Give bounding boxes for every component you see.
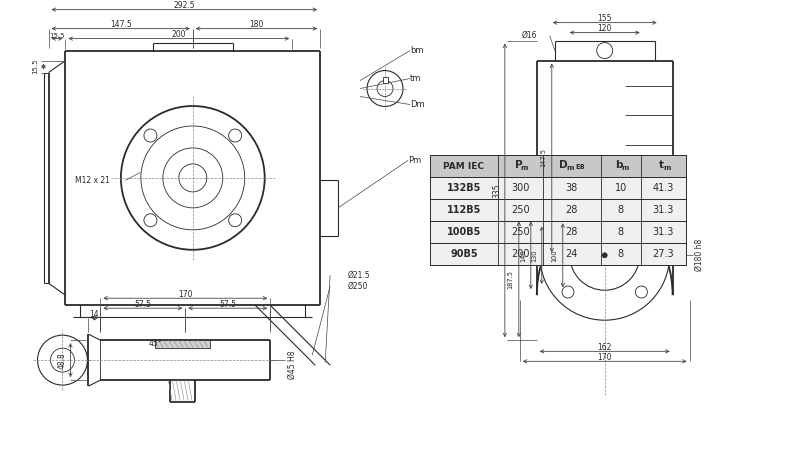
- Text: 14: 14: [90, 310, 99, 319]
- Text: 112B5: 112B5: [446, 205, 481, 216]
- Text: 300: 300: [511, 184, 530, 194]
- Text: 162: 162: [598, 343, 612, 352]
- Text: 8: 8: [618, 227, 624, 237]
- Text: 170: 170: [178, 290, 193, 299]
- Text: 250: 250: [511, 227, 530, 237]
- Bar: [430, 243, 686, 265]
- Text: 48.8: 48.8: [58, 352, 67, 369]
- Bar: [430, 177, 686, 199]
- Text: E8: E8: [575, 164, 585, 170]
- Text: PAM IEC: PAM IEC: [443, 162, 485, 171]
- Text: 28: 28: [566, 205, 578, 216]
- Text: 15.5: 15.5: [50, 32, 65, 39]
- Text: 31.3: 31.3: [653, 205, 674, 216]
- Text: 187.5: 187.5: [507, 270, 513, 289]
- Text: Ø21.5: Ø21.5: [348, 271, 370, 280]
- Text: m: m: [566, 165, 574, 171]
- Text: Pm: Pm: [408, 156, 422, 165]
- Text: m: m: [663, 165, 671, 171]
- Text: 155: 155: [598, 14, 612, 23]
- Text: tm: tm: [410, 74, 422, 83]
- Text: 120: 120: [598, 24, 612, 33]
- Text: 57.5: 57.5: [134, 300, 151, 309]
- Text: 57.5: 57.5: [219, 300, 236, 309]
- Text: 24: 24: [566, 249, 578, 259]
- Text: 200: 200: [171, 30, 186, 39]
- Text: Ø16: Ø16: [522, 31, 538, 40]
- Text: 100: 100: [552, 249, 558, 261]
- Text: 100B5: 100B5: [446, 227, 481, 237]
- Bar: [155, 340, 210, 348]
- Text: 31.3: 31.3: [653, 227, 674, 237]
- Circle shape: [602, 253, 607, 258]
- Text: 130: 130: [531, 249, 537, 261]
- Text: 250: 250: [511, 205, 530, 216]
- Text: bm: bm: [410, 46, 423, 55]
- Text: Ø250: Ø250: [348, 282, 369, 291]
- Text: 140: 140: [520, 249, 526, 261]
- Text: b: b: [615, 160, 622, 170]
- Text: Ø180 h8: Ø180 h8: [695, 239, 704, 271]
- Text: 292.5: 292.5: [174, 1, 195, 10]
- Text: 90B5: 90B5: [450, 249, 478, 259]
- Bar: [382, 76, 387, 82]
- Text: 27.3: 27.3: [652, 249, 674, 259]
- Text: 132B5: 132B5: [446, 184, 481, 194]
- Text: m: m: [521, 165, 528, 171]
- Text: 147.5: 147.5: [540, 148, 546, 167]
- Text: 170: 170: [598, 353, 612, 362]
- Text: 38: 38: [566, 184, 578, 194]
- Text: 180: 180: [250, 20, 264, 29]
- Text: 335: 335: [492, 183, 502, 198]
- Bar: [430, 155, 686, 177]
- Text: 45°: 45°: [149, 339, 162, 348]
- Text: 10: 10: [614, 184, 627, 194]
- Text: 200: 200: [511, 249, 530, 259]
- Bar: [430, 199, 686, 221]
- Text: m: m: [621, 165, 628, 171]
- Text: 147.5: 147.5: [110, 20, 131, 29]
- Text: t: t: [658, 160, 664, 170]
- Text: Dm: Dm: [410, 100, 425, 109]
- Text: P: P: [514, 160, 522, 170]
- Text: Ø45 H8: Ø45 H8: [288, 351, 297, 379]
- Text: D: D: [559, 160, 568, 170]
- Text: 8: 8: [618, 249, 624, 259]
- Text: 8: 8: [618, 205, 624, 216]
- Text: 15.5: 15.5: [33, 59, 38, 74]
- Text: 41.3: 41.3: [653, 184, 674, 194]
- Bar: [430, 221, 686, 243]
- Text: M12 x 21: M12 x 21: [75, 176, 110, 185]
- Text: 28: 28: [566, 227, 578, 237]
